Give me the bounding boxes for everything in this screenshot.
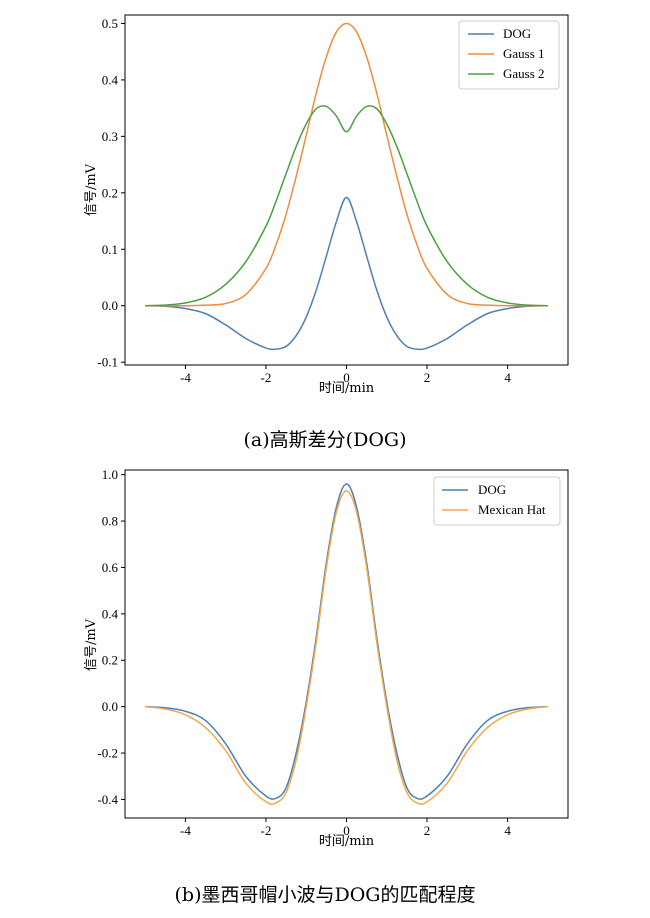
y-tick-label: 0.1 bbox=[102, 242, 118, 257]
axis-ticks: -4 -2 0 2 4 -0.1 0.0 0.1 0.2 0.3 0.4 0.5 bbox=[97, 16, 511, 385]
y-tick-label: 0.3 bbox=[102, 129, 118, 144]
y-tick-label: 0.5 bbox=[102, 16, 118, 31]
legend: DOG Gauss 1 Gauss 2 bbox=[458, 20, 560, 90]
chart-panel-a: -4 -2 0 2 4 -0.1 0.0 0.1 0.2 0.3 0.4 0.5 时间/min 信号/… bbox=[84, 14, 569, 451]
y-tick-label: 0.6 bbox=[102, 560, 119, 575]
legend-label-gauss-2: Gauss 2 bbox=[503, 66, 545, 81]
x-tick-label: 4 bbox=[504, 823, 511, 838]
legend-label-dog: DOG bbox=[503, 26, 531, 41]
y-tick-label: 0.2 bbox=[102, 185, 118, 200]
series-line-dog bbox=[145, 483, 548, 800]
series-line-dog bbox=[145, 196, 548, 351]
x-axis-label: 时间/min bbox=[319, 381, 375, 396]
x-tick-label: -4 bbox=[180, 823, 191, 838]
y-tick-label: 0.8 bbox=[102, 514, 118, 529]
legend-label-gauss-1: Gauss 1 bbox=[503, 46, 545, 61]
y-tick-label: -0.1 bbox=[97, 355, 118, 370]
x-tick-label: 4 bbox=[504, 370, 511, 385]
x-tick-label: 0 bbox=[343, 823, 350, 838]
series-lines bbox=[145, 483, 548, 805]
series-line-mexican-hat bbox=[145, 490, 548, 805]
legend-label-mexican-hat: Mexican Hat bbox=[478, 502, 546, 517]
chart-panel-b: -4 -2 0 2 4 -0.4 -0.2 0.0 0.2 0.4 0.6 0.8 1.0 时间/min… bbox=[84, 467, 569, 906]
y-tick-label: -0.4 bbox=[97, 792, 118, 807]
y-tick-label: 0.0 bbox=[102, 298, 118, 313]
y-tick-label: 0.4 bbox=[102, 606, 119, 621]
legend: DOG Mexican Hat bbox=[433, 476, 561, 526]
y-tick-label: 0.4 bbox=[102, 72, 119, 87]
x-tick-label: -4 bbox=[180, 370, 191, 385]
series-line-gauss-1 bbox=[145, 22, 548, 307]
y-tick-label: -0.2 bbox=[97, 746, 118, 761]
x-tick-label: 0 bbox=[343, 370, 350, 385]
x-tick-label: 2 bbox=[424, 370, 431, 385]
series-lines bbox=[145, 22, 548, 351]
y-tick-label: 0.2 bbox=[102, 653, 118, 668]
x-tick-label: -2 bbox=[261, 370, 272, 385]
series-line-gauss-2 bbox=[145, 105, 548, 307]
y-tick-label: 0.0 bbox=[102, 699, 118, 714]
y-tick-label: 1.0 bbox=[102, 467, 118, 482]
x-axis-label: 时间/min bbox=[319, 834, 375, 849]
caption-a: (a)高斯差分(DOG) bbox=[244, 429, 407, 451]
legend-label-dog: DOG bbox=[478, 482, 506, 497]
x-tick-label: 2 bbox=[424, 823, 431, 838]
caption-b: (b)墨西哥帽小波与DOG的匹配程度 bbox=[175, 884, 476, 906]
axis-ticks: -4 -2 0 2 4 -0.4 -0.2 0.0 0.2 0.4 0.6 0.8 1.0 bbox=[97, 467, 511, 838]
y-axis-label: 信号/mV bbox=[84, 618, 99, 671]
legend-box bbox=[433, 476, 561, 526]
y-axis-label: 信号/mV bbox=[84, 163, 99, 216]
x-tick-label: -2 bbox=[261, 823, 272, 838]
legend-box bbox=[458, 20, 560, 90]
